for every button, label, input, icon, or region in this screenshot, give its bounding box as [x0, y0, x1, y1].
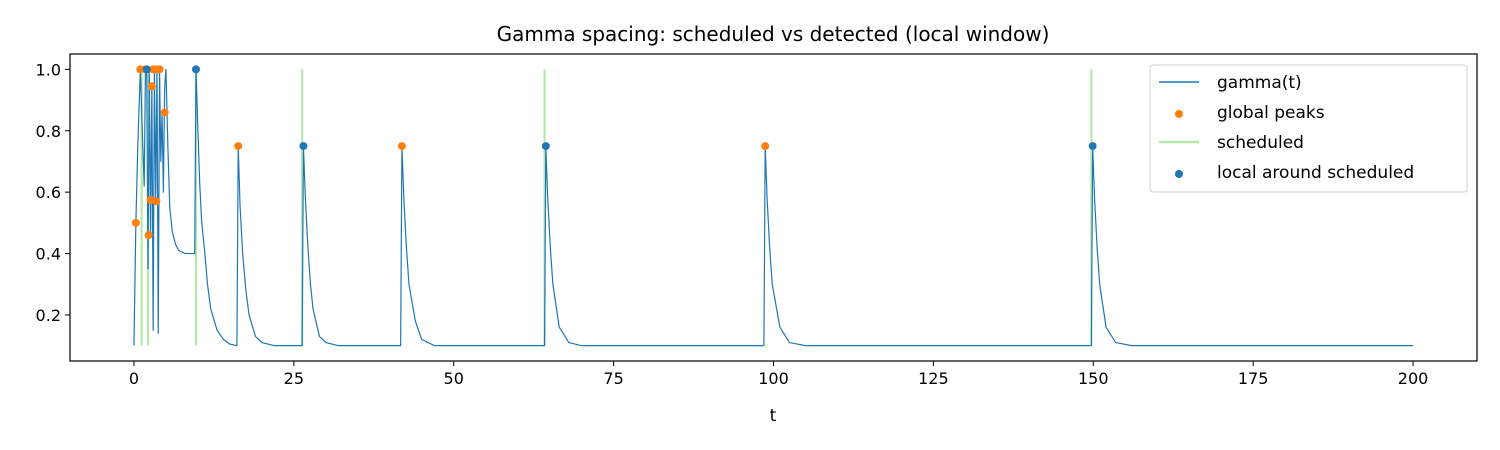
global-peaks-point-11 — [234, 142, 243, 151]
global-peaks-point-12 — [397, 142, 406, 151]
local-around-scheduled-point-1 — [191, 65, 200, 74]
axis-ticks: 0 25 50 75 100 125 150 175 200 0.2 0.4 0.6 0.8 1.0 — [36, 60, 1429, 388]
legend-label-scheduled: scheduled — [1217, 133, 1304, 153]
legend-label-global-peaks: global peaks — [1217, 103, 1325, 123]
local-around-scheduled-point-4 — [1088, 142, 1097, 151]
x-tick-label-3: 75 — [603, 369, 623, 388]
local-around-scheduled-series — [142, 65, 1097, 151]
y-tick-label-1: 0.4 — [36, 245, 61, 264]
legend-swatch-local-around-scheduled — [1175, 170, 1183, 178]
x-tick-label-4: 100 — [758, 369, 789, 388]
y-tick-label-4: 1.0 — [36, 60, 61, 79]
global-peaks-series — [131, 65, 770, 240]
x-tick-label-7: 175 — [1238, 369, 1269, 388]
local-around-scheduled-point-2 — [299, 142, 308, 151]
y-tick-label-0: 0.2 — [36, 306, 61, 325]
x-tick-label-1: 25 — [284, 369, 304, 388]
legend-swatch-global-peaks — [1175, 110, 1183, 118]
global-peaks-point-0 — [131, 218, 140, 227]
global-peaks-point-3 — [144, 231, 153, 240]
x-tick-label-2: 50 — [444, 369, 464, 388]
x-axis-label: t — [770, 406, 777, 426]
y-tick-label-3: 0.8 — [36, 122, 61, 141]
x-tick-label-8: 200 — [1398, 369, 1429, 388]
legend: gamma(t) global peaks scheduled local aroun… — [1149, 64, 1468, 193]
chart-title: Gamma spacing: scheduled vs detected (lo… — [497, 22, 1050, 46]
legend-label-gamma-t-: gamma(t) — [1217, 73, 1302, 93]
x-tick-label-6: 150 — [1078, 369, 1109, 388]
y-tick-label-2: 0.6 — [36, 183, 61, 202]
global-peaks-point-7 — [152, 197, 161, 206]
plot-area — [131, 65, 1414, 347]
global-peaks-point-9 — [155, 65, 164, 74]
global-peaks-point-13 — [761, 142, 770, 151]
scheduled-series — [140, 69, 1093, 346]
x-tick-label-0: 0 — [129, 369, 139, 388]
global-peaks-point-10 — [160, 108, 169, 117]
local-around-scheduled-point-3 — [541, 142, 550, 151]
legend-box — [1149, 64, 1468, 193]
legend-label-local-around-scheduled: local around scheduled — [1217, 163, 1414, 183]
gamma-line — [133, 68, 1414, 347]
local-around-scheduled-point-0 — [142, 65, 151, 74]
global-peaks-point-5 — [147, 82, 156, 91]
x-tick-label-5: 125 — [918, 369, 949, 388]
